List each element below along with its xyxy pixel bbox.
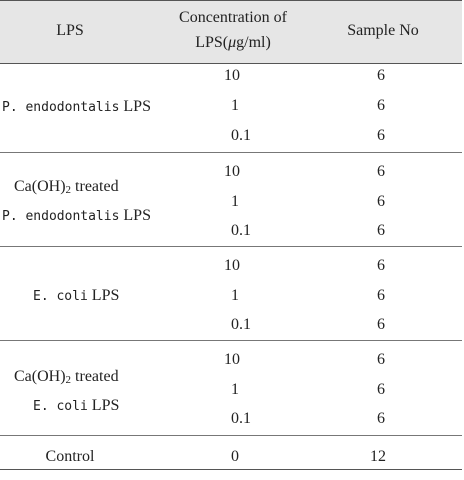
concentration-cell: 0.1 <box>231 127 251 144</box>
sample-no-cell: 6 <box>377 351 385 368</box>
concentration-cell: 1 <box>231 381 239 398</box>
group-divider <box>0 435 462 436</box>
header-concentration-line2: LPS(μg/ml) <box>195 34 271 51</box>
group-label-line2: E. coli LPS <box>33 397 120 414</box>
concentration-cell: 1 <box>231 287 239 304</box>
concentration-cell: 1 <box>231 193 239 210</box>
group-divider <box>0 246 462 247</box>
group-label-line1: Ca(OH)2 treated <box>14 178 119 196</box>
sample-no-cell: 6 <box>377 381 385 398</box>
header-lps: LPS <box>56 22 84 39</box>
sample-no-cell: 12 <box>370 448 386 465</box>
concentration-cell: 0.1 <box>231 222 251 239</box>
sample-no-cell: 6 <box>377 287 385 304</box>
concentration-cell: 10 <box>224 257 240 274</box>
concentration-cell: 0.1 <box>231 316 251 333</box>
concentration-cell: 0.1 <box>231 410 251 427</box>
group-label: E. coli LPS <box>33 287 120 304</box>
table-bottom-rule <box>0 469 462 470</box>
sample-no-cell: 6 <box>377 127 385 144</box>
group-label: P. endodontalis LPS <box>2 98 151 115</box>
concentration-cell: 10 <box>224 351 240 368</box>
concentration-cell: 10 <box>224 163 240 180</box>
sample-no-cell: 6 <box>377 316 385 333</box>
group-label-line2: P. endodontalis LPS <box>2 207 151 224</box>
concentration-cell: 10 <box>224 67 240 84</box>
control-label: Control <box>45 448 95 465</box>
header-sample-no: Sample No <box>347 22 419 39</box>
group-divider <box>0 152 462 153</box>
sample-no-cell: 6 <box>377 67 385 84</box>
group-label-line1: Ca(OH)2 treated <box>14 368 119 386</box>
group-divider <box>0 340 462 341</box>
sample-no-cell: 6 <box>377 97 385 114</box>
sample-no-cell: 6 <box>377 163 385 180</box>
concentration-cell: 0 <box>231 448 239 465</box>
concentration-cell: 1 <box>231 97 239 114</box>
table-header <box>0 0 462 64</box>
sample-no-cell: 6 <box>377 193 385 210</box>
sample-no-cell: 6 <box>377 410 385 427</box>
header-concentration-line1: Concentration of <box>179 9 287 26</box>
sample-no-cell: 6 <box>377 257 385 274</box>
sample-no-cell: 6 <box>377 222 385 239</box>
